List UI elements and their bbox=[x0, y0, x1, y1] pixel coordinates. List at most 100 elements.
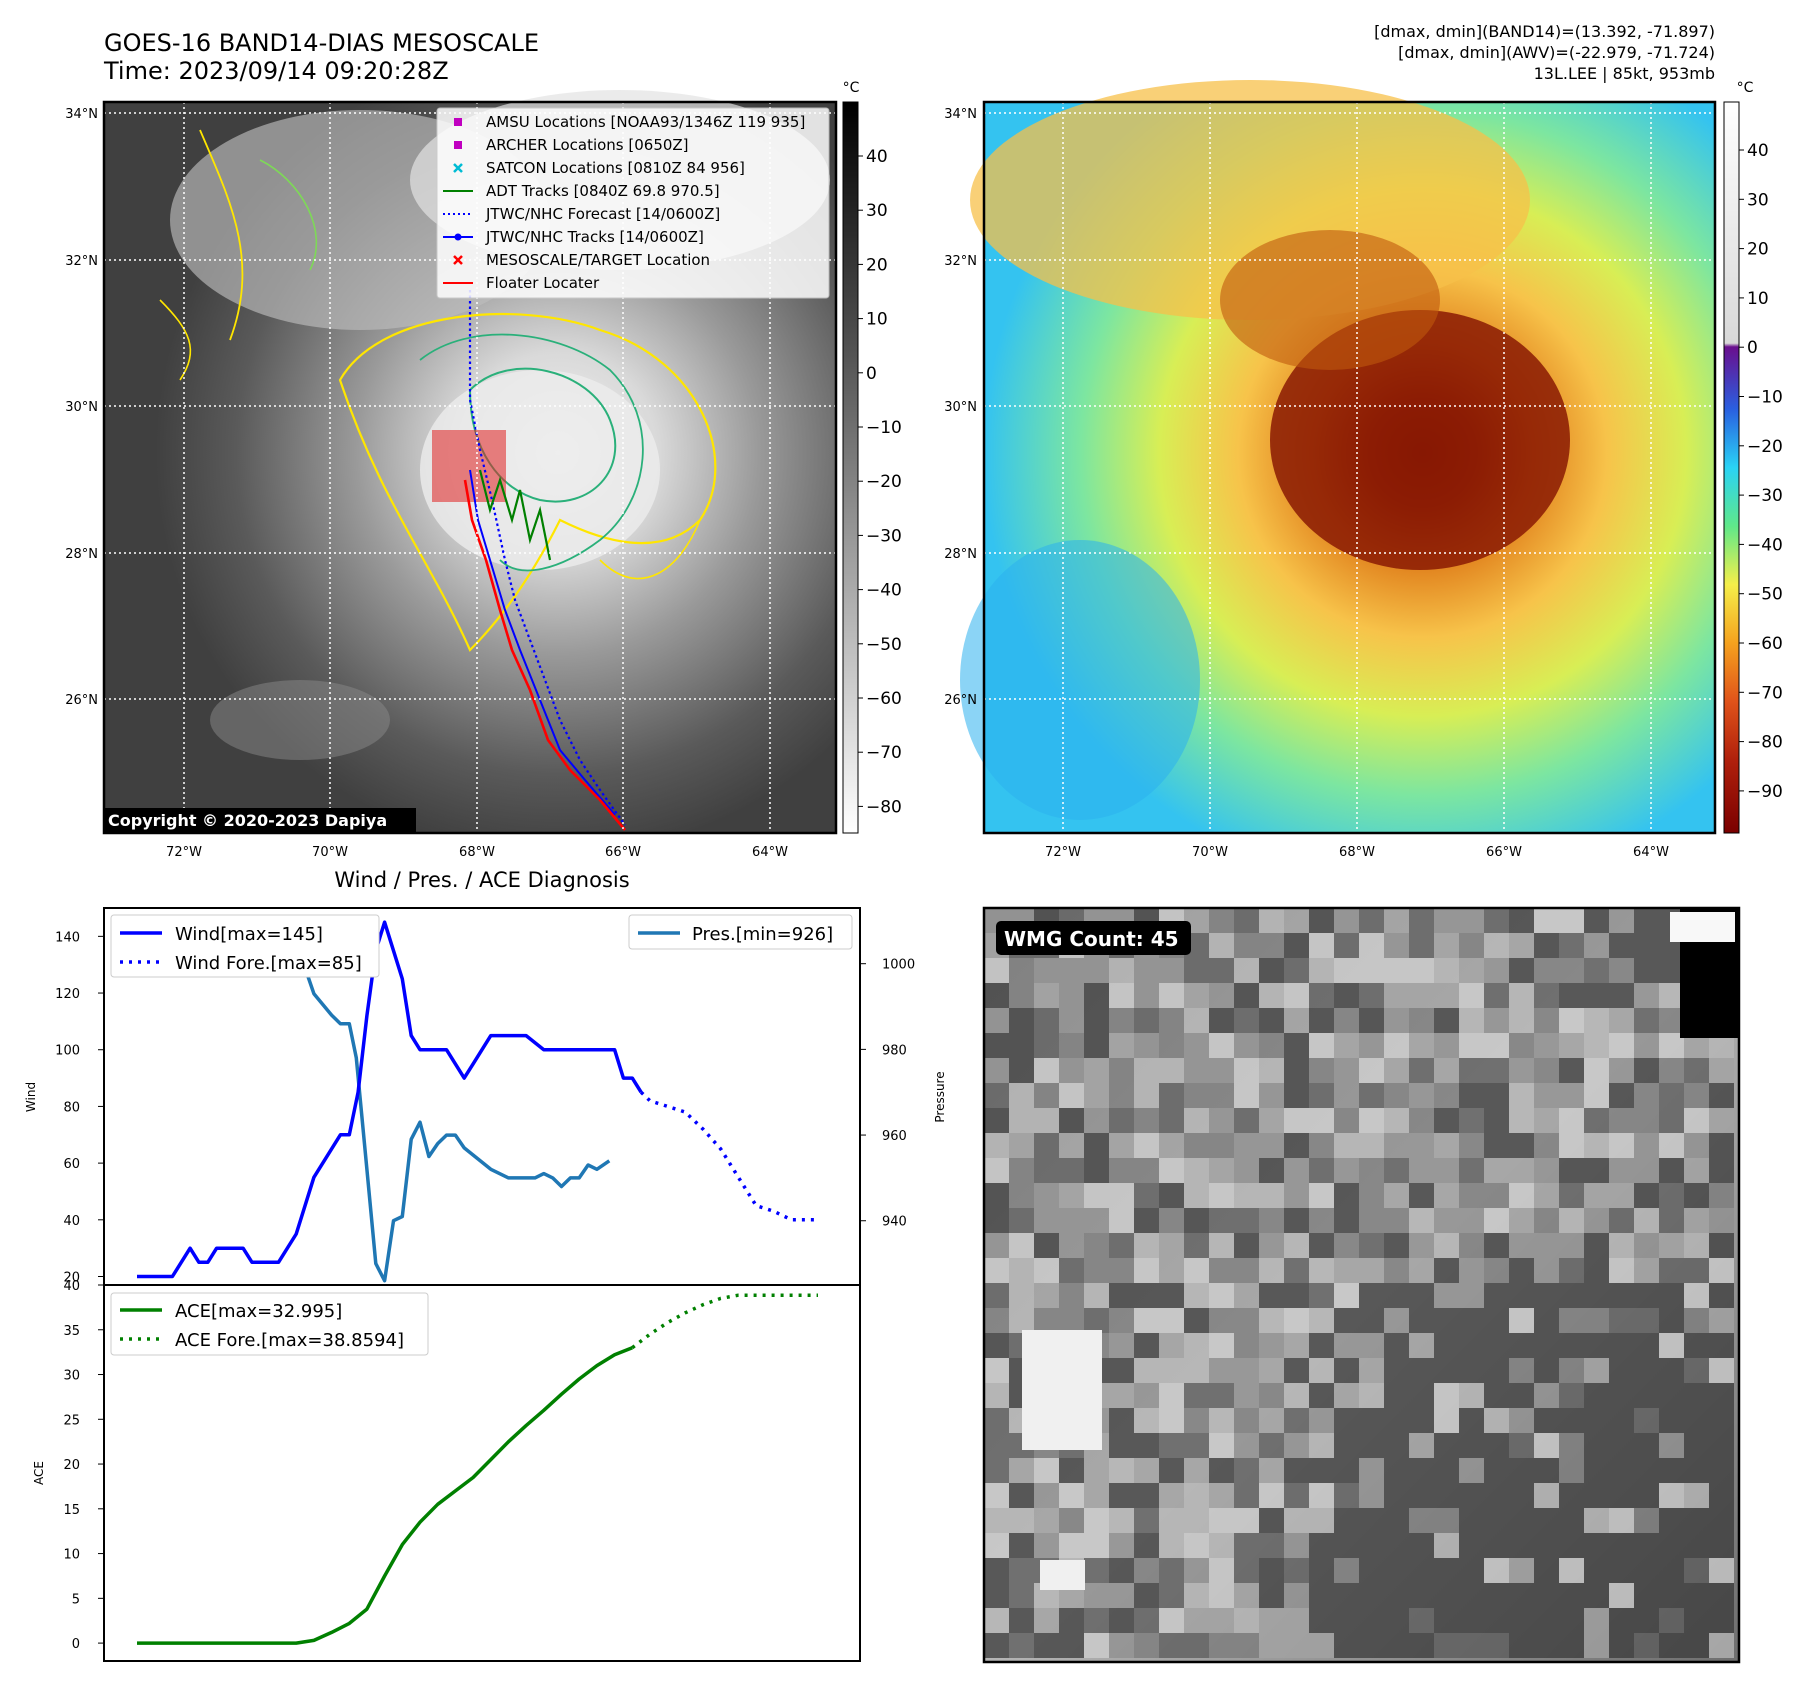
lon-label: 66°W bbox=[1486, 845, 1522, 860]
pressure-axis-label: Pressure bbox=[933, 1071, 947, 1122]
color-tick-label: −20 bbox=[1747, 437, 1783, 457]
ace-axis-ticks: 0 5 10 15 20 25 30 35 40 bbox=[63, 1279, 104, 1652]
legend-ace: ACE[max=32.995] bbox=[175, 1301, 342, 1322]
legend-label: JTWC/NHC Forecast [14/0600Z] bbox=[485, 205, 720, 223]
gray-tick-label: −80 bbox=[866, 797, 902, 817]
wmg-count: WMG Count: 45 bbox=[1004, 927, 1179, 951]
gray-tick-label: −20 bbox=[866, 472, 902, 492]
gray-map-lon-labels: 72°W 70°W 68°W 66°W 64°W bbox=[166, 845, 788, 860]
color-map-lon-labels: 72°W 70°W 68°W 66°W 64°W bbox=[1045, 845, 1669, 860]
legend-label: ADT Tracks [0840Z 69.8 970.5] bbox=[486, 182, 720, 200]
ace-tick-label: 20 bbox=[63, 1458, 80, 1473]
legend-wind-forecast: Wind Fore.[max=85] bbox=[175, 953, 362, 974]
pressure-tick-label: 940 bbox=[882, 1215, 907, 1230]
wind-axis-label: Wind bbox=[24, 1082, 38, 1112]
gray-map-lat-labels: 34°N 32°N 30°N 28°N 26°N bbox=[65, 107, 98, 708]
copyright-text: Copyright © 2020-2023 Dapiya bbox=[108, 811, 387, 830]
color-tick-label: −60 bbox=[1747, 634, 1783, 654]
color-tick-label: 20 bbox=[1747, 240, 1769, 260]
ace-tick-label: 0 bbox=[72, 1637, 80, 1652]
legend-marker-square bbox=[454, 118, 462, 126]
wind-axis-ticks: 20 40 60 80 100 120 140 bbox=[55, 930, 104, 1285]
ace-tick-label: 25 bbox=[63, 1413, 80, 1428]
legend-label: Floater Locater bbox=[486, 274, 600, 292]
lon-label: 72°W bbox=[166, 845, 202, 860]
copyright-badge bbox=[104, 808, 416, 832]
color-colorbar bbox=[1723, 101, 1740, 834]
lat-label: 30°N bbox=[65, 400, 98, 415]
lon-label: 64°W bbox=[752, 845, 788, 860]
info-awv: [dmax, dmin](AWV)=(-22.979, -71.724) bbox=[1398, 43, 1715, 62]
lon-label: 72°W bbox=[1045, 845, 1081, 860]
color-tick-label: −50 bbox=[1747, 585, 1783, 605]
lon-label: 68°W bbox=[459, 845, 495, 860]
color-tick-label: −40 bbox=[1747, 535, 1783, 555]
legend-wind: Wind[max=145] bbox=[175, 924, 323, 945]
pressure-axis-ticks: 940 960 980 1000 bbox=[860, 958, 915, 1230]
lat-label: 34°N bbox=[65, 107, 98, 122]
pressure-legend: Pres.[min=926] bbox=[628, 914, 853, 950]
lat-label: 34°N bbox=[944, 107, 977, 122]
ace-tick-label: 15 bbox=[63, 1503, 80, 1518]
wind-tick-label: 80 bbox=[63, 1100, 80, 1115]
wind-legend: Wind[max=145] Wind Fore.[max=85] bbox=[110, 914, 380, 978]
figure-title: GOES-16 BAND14-DIAS MESOSCALE bbox=[104, 29, 539, 57]
color-colorbar-unit: °C bbox=[1737, 80, 1754, 96]
gray-tick-label: 0 bbox=[866, 364, 877, 384]
legend-marker-dot bbox=[454, 233, 462, 241]
wind-tick-label: 40 bbox=[63, 1214, 80, 1229]
gray-tick-label: −30 bbox=[866, 526, 902, 546]
legend-label: SATCON Locations [0810Z 84 956] bbox=[486, 159, 745, 177]
ace-forecast-line bbox=[631, 1293, 818, 1350]
color-map-lat-labels: 34°N 32°N 30°N 28°N 26°N bbox=[944, 107, 977, 708]
lon-label: 66°W bbox=[605, 845, 641, 860]
lat-label: 28°N bbox=[65, 547, 98, 562]
ace-tick-label: 10 bbox=[63, 1548, 80, 1563]
lat-label: 26°N bbox=[944, 693, 977, 708]
gray-colorbar-unit: °C bbox=[843, 80, 860, 96]
color-tick-label: 10 bbox=[1747, 289, 1769, 309]
gray-tick-label: −40 bbox=[866, 581, 902, 601]
lon-label: 70°W bbox=[1192, 845, 1228, 860]
ace-tick-label: 40 bbox=[63, 1279, 80, 1294]
ace-series-group bbox=[137, 1293, 818, 1645]
color-tick-label: 30 bbox=[1747, 190, 1769, 210]
ace-line bbox=[137, 1346, 633, 1645]
color-tick-label: −10 bbox=[1747, 388, 1783, 408]
ace-legend: ACE[max=32.995] ACE Fore.[max=38.8594] bbox=[110, 1292, 429, 1356]
legend-label: JTWC/NHC Tracks [14/0600Z] bbox=[485, 228, 704, 246]
color-tick-label: −80 bbox=[1747, 733, 1783, 753]
gray-colorbar-ticks: 40 30 20 10 0 −10 −20 −30 −40 −50 −60 −70 −80 bbox=[858, 147, 902, 817]
color-tick-label: 40 bbox=[1747, 141, 1769, 161]
ace-axis-label: ACE bbox=[32, 1461, 46, 1485]
gray-tick-label: −60 bbox=[866, 689, 902, 709]
gray-colorbar bbox=[842, 101, 859, 834]
legend-label: MESOSCALE/TARGET Location bbox=[486, 251, 710, 269]
lat-label: 32°N bbox=[944, 254, 977, 269]
legend-pressure: Pres.[min=926] bbox=[692, 924, 833, 945]
wind-tick-label: 120 bbox=[55, 987, 80, 1002]
wind-tick-label: 100 bbox=[55, 1044, 80, 1059]
wind-tick-label: 140 bbox=[55, 930, 80, 945]
pressure-tick-label: 980 bbox=[882, 1043, 907, 1058]
color-tick-label: 0 bbox=[1747, 338, 1758, 358]
wind-forecast-line bbox=[639, 1090, 818, 1222]
gray-tick-label: 20 bbox=[866, 255, 888, 275]
wind-pressure-panel: 20 40 60 80 100 120 140 940 960 980 1000 Wind Pre… bbox=[24, 907, 947, 1286]
lat-label: 30°N bbox=[944, 400, 977, 415]
lat-label: 32°N bbox=[65, 254, 98, 269]
diagnosis-title: Wind / Pres. / ACE Diagnosis bbox=[334, 868, 629, 892]
figure-time: Time: 2023/09/14 09:20:28Z bbox=[103, 57, 449, 85]
ace-tick-label: 30 bbox=[63, 1369, 80, 1384]
lon-label: 68°W bbox=[1339, 845, 1375, 860]
gray-tick-label: 40 bbox=[866, 147, 888, 167]
color-tick-label: −70 bbox=[1747, 683, 1783, 703]
pressure-tick-label: 960 bbox=[882, 1129, 907, 1144]
lon-label: 64°W bbox=[1633, 845, 1669, 860]
info-band14: [dmax, dmin](BAND14)=(13.392, -71.897) bbox=[1374, 22, 1715, 41]
gray-tick-label: −10 bbox=[866, 418, 902, 438]
wind-line bbox=[137, 920, 643, 1279]
legend-label: AMSU Locations [NOAA93/1346Z 119 935] bbox=[486, 113, 805, 131]
lon-label: 70°W bbox=[312, 845, 348, 860]
